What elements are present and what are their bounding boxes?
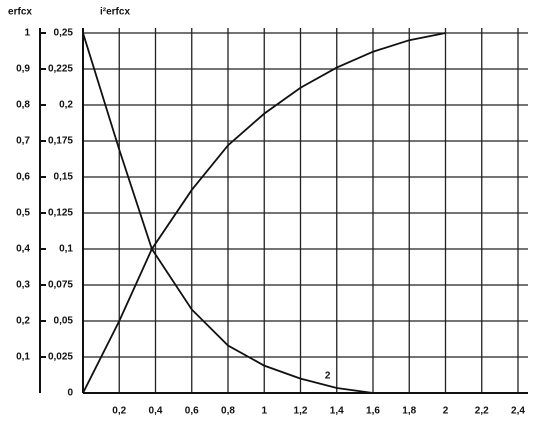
y-tick-label: 0,25 — [54, 28, 74, 39]
y2-tick-label: 0,7 — [16, 136, 30, 147]
y-tick-label: 0,1 — [59, 244, 73, 255]
y-tick-label: 0,05 — [54, 316, 74, 327]
x-tick-label: 0,8 — [221, 406, 235, 417]
x-tick-label: 2 — [443, 406, 449, 417]
x-tick-label: 2,2 — [475, 406, 489, 417]
y2-tick-label: 0,9 — [16, 64, 30, 75]
y-tick-label: 0,225 — [48, 64, 73, 75]
x-tick-label: 0,4 — [149, 406, 163, 417]
y-tick-label: 0,175 — [48, 136, 73, 147]
curve — [82, 32, 446, 394]
x-tick-label: 1,6 — [366, 406, 380, 417]
y2-tick-label: 0,6 — [16, 172, 30, 183]
x-tick-label: 1 — [261, 406, 267, 417]
x-tick-label: 2,4 — [511, 406, 525, 417]
y2-tick-label: 1 — [24, 28, 30, 39]
y2-tick-label: 0,2 — [16, 316, 30, 327]
y-tick-label: 0,075 — [48, 280, 73, 291]
annotation: 2 — [325, 370, 331, 381]
y-tick-label: 0,15 — [54, 172, 74, 183]
y2-tick-label: 0,3 — [16, 280, 30, 291]
x-tick-label: 0,6 — [185, 406, 199, 417]
y-tick-label: 0,125 — [48, 208, 73, 219]
x-tick-label: 1,4 — [330, 406, 344, 417]
y2-tick-label: 0,5 — [16, 208, 30, 219]
y2-axis-title: erfcx — [8, 7, 32, 18]
x-tick-label: 1,2 — [294, 406, 308, 417]
y-tick-label: 0,2 — [59, 100, 73, 111]
y-tick-label: 0,025 — [48, 352, 73, 363]
y2-tick-label: 0,8 — [16, 100, 30, 111]
y2-tick-label: 0,4 — [16, 244, 30, 255]
x-tick-label: 1,8 — [402, 406, 416, 417]
y-axis-title: i²erfcx — [100, 7, 130, 18]
curve — [82, 32, 374, 394]
x-tick-label: 0,2 — [112, 406, 126, 417]
y2-tick-label: 0,1 — [16, 352, 30, 363]
y-tick-label: 0 — [67, 388, 73, 399]
